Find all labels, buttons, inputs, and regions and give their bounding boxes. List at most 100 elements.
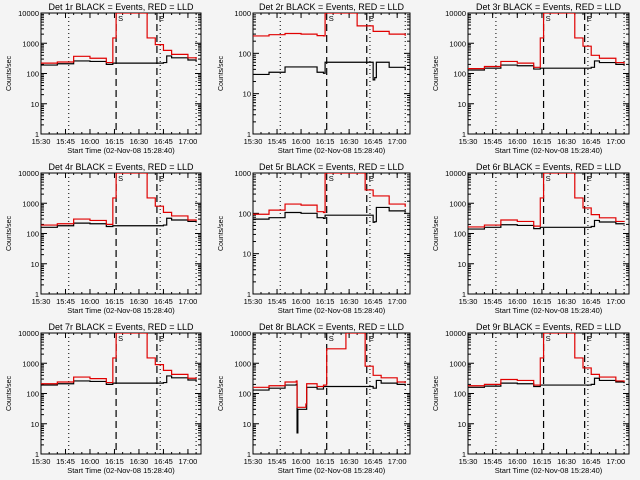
y-tick-label: 1000 (22, 359, 39, 368)
y-axis-label: Counts/sec (218, 375, 225, 411)
y-tick-label: 10000 (18, 9, 39, 18)
x-tick-label: 16:30 (557, 297, 576, 306)
series-events (468, 60, 625, 71)
x-tick-label: 16:15 (105, 297, 124, 306)
x-tick-label: 16:15 (316, 297, 335, 306)
y-tick-label: 100 (26, 390, 39, 399)
x-tick-label: 16:15 (105, 457, 124, 466)
x-tick-label: 16:30 (130, 297, 149, 306)
plot-frame (40, 12, 202, 135)
series-lld (468, 173, 625, 228)
series-lld (253, 13, 406, 37)
x-axis-label: Start Time (02-Nov-08 15:28:40) (278, 466, 386, 475)
x-tick-label: 15:30 (459, 137, 478, 146)
marker-label-E: E (369, 174, 374, 183)
x-tick-label: 15:30 (244, 137, 263, 146)
y-axis-label: Counts/sec (433, 215, 440, 251)
x-tick-label: 17:00 (388, 297, 407, 306)
x-tick-label: 15:30 (32, 457, 51, 466)
y-tick-label: 1000 (22, 39, 39, 48)
x-axis-label: Start Time (02-Nov-08 15:28:40) (278, 146, 386, 155)
panel-det-3: Det 3r BLACK = Events, RED = LLD 1 10 100 10… (433, 2, 630, 155)
y-tick-label: 1000 (234, 359, 251, 368)
y-tick-label: 1000 (22, 199, 39, 208)
y-tick-label: 10000 (445, 169, 466, 178)
marker-label-S: S (329, 14, 334, 23)
x-tick-label: 17:00 (606, 457, 625, 466)
marker-label-E: E (369, 334, 374, 343)
x-tick-label: 15:45 (483, 297, 502, 306)
x-tick-label: 15:45 (268, 137, 287, 146)
panel-det-5: Det 5r BLACK = Events, RED = LLD 1 10 100 10… (218, 162, 411, 315)
x-tick-label: 16:45 (154, 457, 173, 466)
plot-frame (252, 172, 411, 295)
y-tick-label: 1000 (234, 169, 251, 178)
x-tick-label: 16:15 (316, 457, 335, 466)
y-tick-label: 10 (243, 90, 251, 99)
y-tick-label: 10 (243, 420, 251, 429)
y-tick-label: 1 (462, 130, 466, 139)
x-tick-label: 16:45 (364, 457, 383, 466)
y-axis-label: Counts/sec (6, 55, 13, 91)
x-tick-label: 16:30 (130, 457, 149, 466)
x-tick-label: 15:30 (459, 457, 478, 466)
panel-title: Det 2r BLACK = Events, RED = LLD (259, 2, 405, 12)
x-tick-label: 16:15 (316, 137, 335, 146)
panel-title: Det 4r BLACK = Events, RED = LLD (48, 162, 194, 172)
x-tick-label: 15:45 (56, 297, 75, 306)
x-tick-label: 16:45 (364, 297, 383, 306)
y-axis-label: Counts/sec (433, 55, 440, 91)
panel-title: Det 7r BLACK = Events, RED = LLD (48, 322, 194, 332)
x-tick-label: 16:15 (533, 137, 552, 146)
x-axis-label: Start Time (02-Nov-08 15:28:40) (67, 466, 175, 475)
panel-det-6: Det 6r BLACK = Events, RED = LLD 1 10 100 10… (433, 162, 630, 315)
y-tick-label: 100 (26, 230, 39, 239)
x-tick-label: 15:30 (32, 297, 51, 306)
y-tick-label: 10 (31, 420, 39, 429)
y-tick-label: 1 (247, 290, 251, 299)
y-tick-label: 100 (453, 230, 466, 239)
panel-det-8: Det 8r BLACK = Events, RED = LLD 1 10 100 10… (218, 322, 411, 475)
marker-label-S: S (118, 334, 123, 343)
y-tick-label: 100 (26, 70, 39, 79)
x-tick-label: 16:45 (154, 297, 173, 306)
y-axis-label: Counts/sec (433, 375, 440, 411)
y-tick-label: 1000 (234, 9, 251, 18)
panel-title: Det 1r BLACK = Events, RED = LLD (48, 2, 194, 12)
x-axis-label: Start Time (02-Nov-08 15:28:40) (67, 306, 175, 315)
x-tick-label: 16:45 (364, 137, 383, 146)
series-events (468, 377, 625, 388)
panel-det-4: Det 4r BLACK = Events, RED = LLD 1 10 100 10… (6, 162, 202, 315)
x-tick-label: 15:30 (244, 457, 263, 466)
series-events (253, 61, 406, 81)
y-tick-label: 1 (247, 450, 251, 459)
plot-frame (252, 332, 411, 455)
x-tick-label: 15:45 (56, 137, 75, 146)
series-lld (468, 333, 625, 387)
y-tick-label: 1000 (449, 199, 466, 208)
series-events (41, 375, 197, 386)
x-tick-label: 16:00 (292, 297, 311, 306)
x-tick-label: 16:00 (81, 137, 100, 146)
series-events (468, 219, 625, 230)
x-tick-label: 16:15 (105, 137, 124, 146)
x-tick-label: 17:00 (606, 137, 625, 146)
y-tick-label: 100 (238, 209, 251, 218)
series-events (253, 379, 406, 434)
y-tick-label: 1 (462, 450, 466, 459)
x-tick-label: 17:00 (388, 457, 407, 466)
x-tick-label: 16:45 (582, 137, 601, 146)
marker-label-E: E (159, 14, 164, 23)
series-lld (253, 333, 406, 408)
y-tick-label: 1 (35, 450, 39, 459)
y-tick-label: 1 (247, 130, 251, 139)
x-tick-label: 16:30 (557, 137, 576, 146)
y-tick-label: 10 (458, 260, 466, 269)
panel-title: Det 8r BLACK = Events, RED = LLD (259, 322, 405, 332)
x-tick-label: 16:00 (508, 297, 527, 306)
x-axis-label: Start Time (02-Nov-08 15:28:40) (67, 146, 175, 155)
marker-label-S: S (546, 14, 551, 23)
panel-det-7: Det 7r BLACK = Events, RED = LLD 1 10 100 10… (6, 322, 202, 475)
y-tick-label: 10000 (445, 329, 466, 338)
